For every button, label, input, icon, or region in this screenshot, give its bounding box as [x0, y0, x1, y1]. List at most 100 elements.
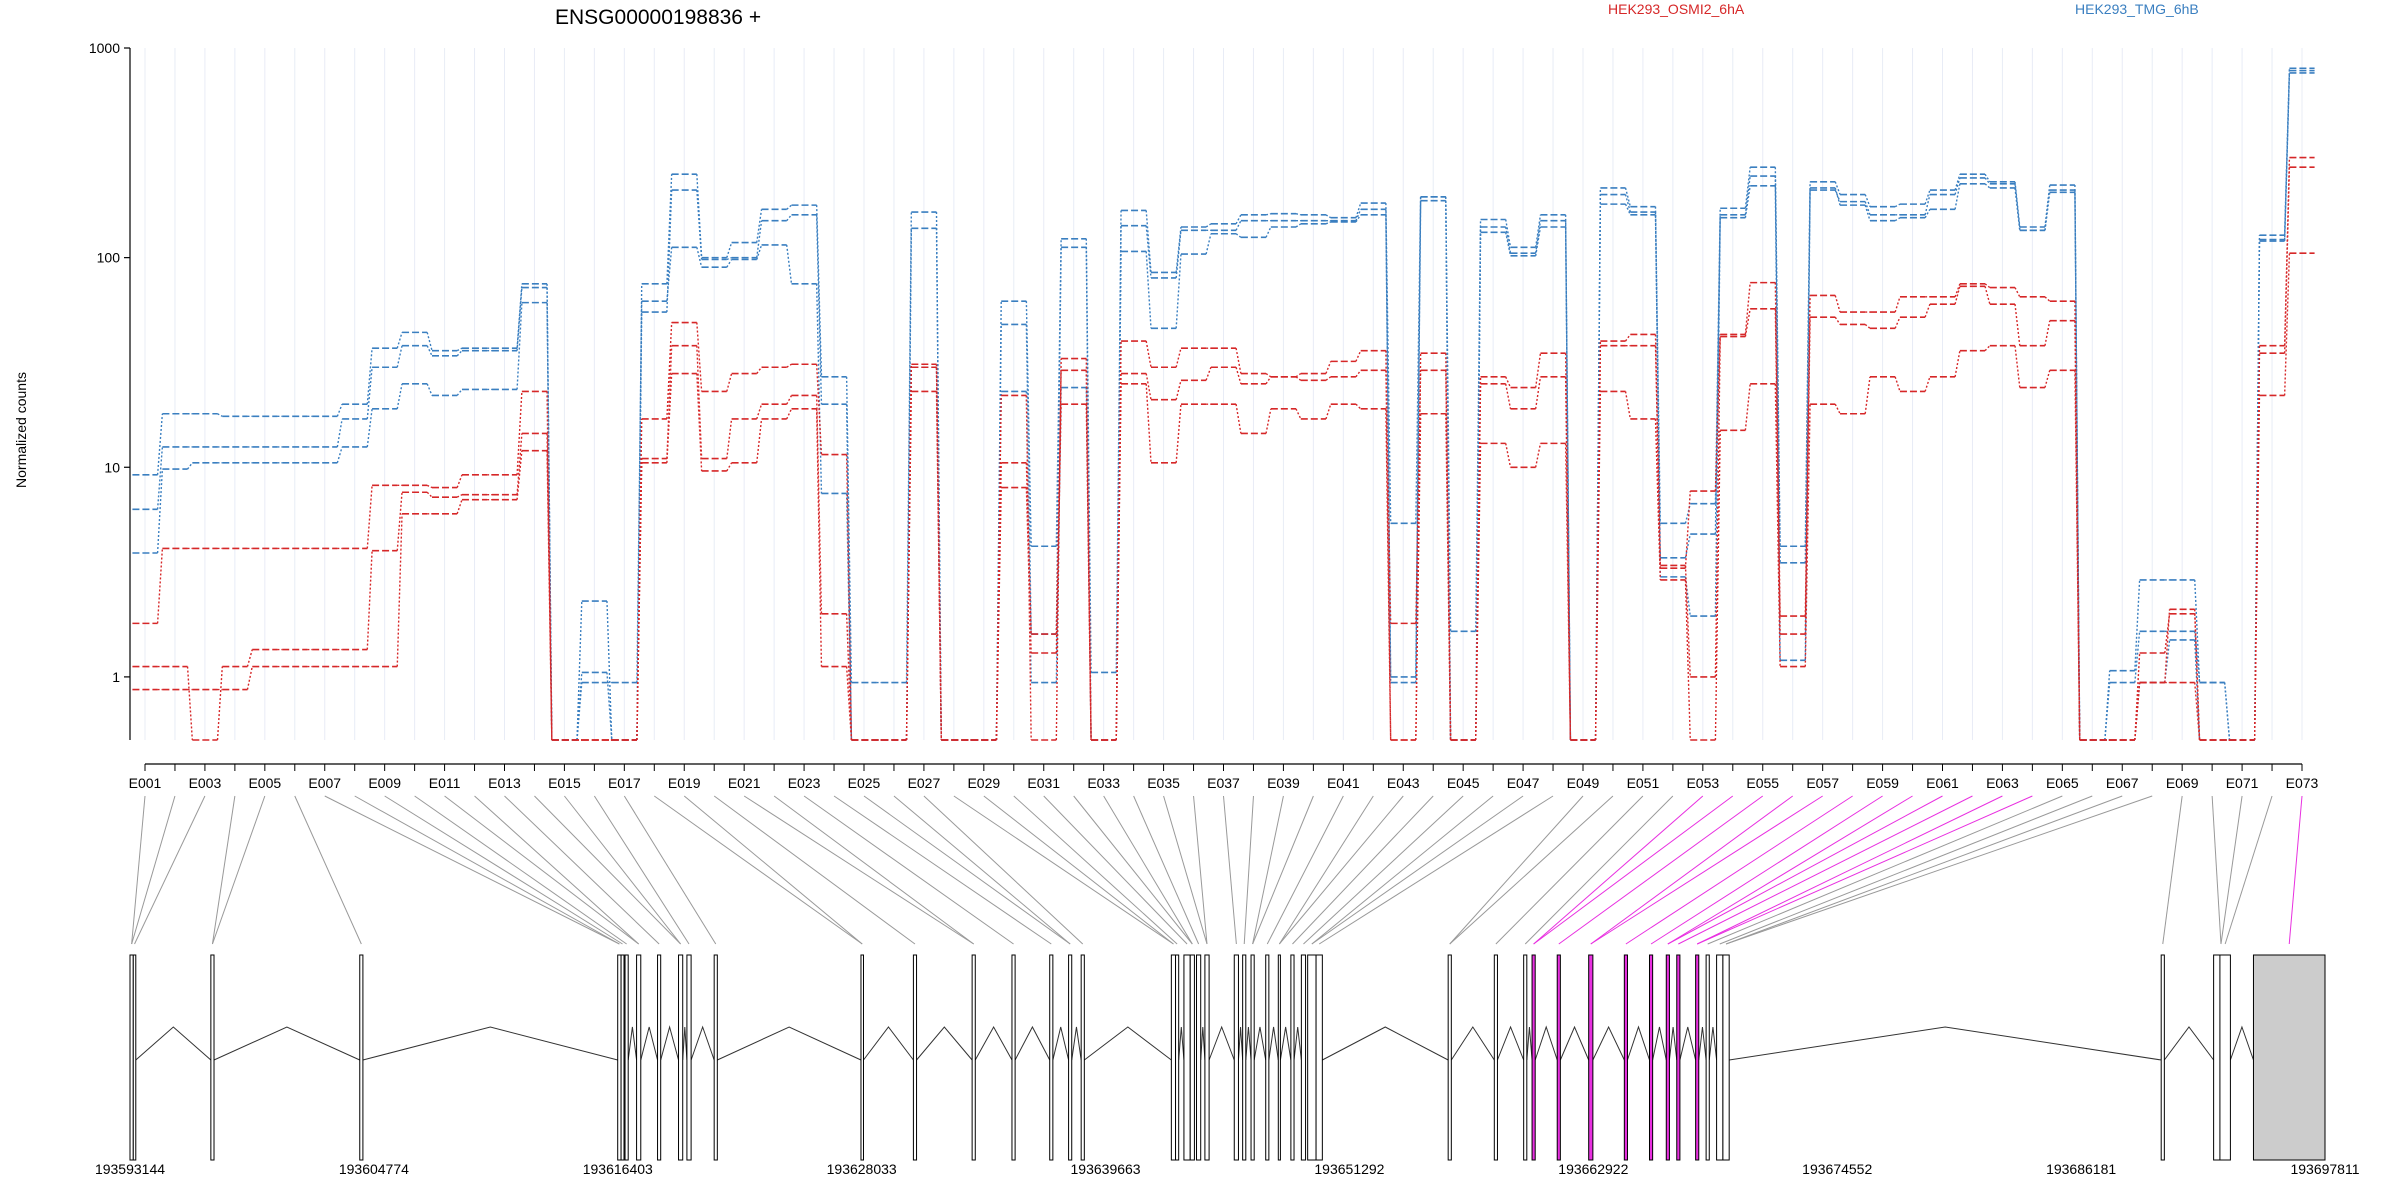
exon-connector — [1495, 795, 1644, 945]
series-connector — [2194, 579, 2201, 683]
series-connector — [1924, 194, 1931, 216]
exon-connector — [1449, 795, 1584, 945]
genomic-tick-label: 193639663 — [1071, 1161, 1141, 1177]
intron — [1237, 1026, 1244, 1061]
genomic-tick-label: 193662922 — [1558, 1161, 1628, 1177]
series-connector — [845, 454, 853, 741]
series-connector — [1924, 189, 1931, 205]
series-connector — [1684, 533, 1691, 558]
exon-block — [1447, 954, 1452, 1161]
exon-connector — [1252, 795, 1284, 945]
series-connector — [1684, 491, 1691, 569]
series-connector — [666, 247, 673, 302]
genomic-tick-label: 193686181 — [2046, 1161, 2116, 1177]
series-connector — [1175, 380, 1182, 400]
exon-connector — [773, 795, 974, 945]
series-connector — [1085, 370, 1092, 741]
series-connector — [696, 190, 703, 260]
intron — [1668, 1026, 1678, 1061]
series-connector — [1984, 345, 1991, 352]
x-tick-label: E071 — [2226, 775, 2259, 791]
series-connector — [366, 367, 373, 420]
x-tick-label: E009 — [368, 775, 401, 791]
series-connector — [1864, 323, 1871, 329]
x-tick-label: E031 — [1027, 775, 1060, 791]
exon-connector — [833, 795, 1052, 945]
series-connector — [726, 259, 733, 268]
series-connector — [426, 345, 433, 357]
series-connector — [2164, 609, 2171, 683]
series-connector — [516, 450, 523, 500]
exon-block — [1080, 954, 1085, 1161]
series-connector — [1894, 217, 1901, 222]
series-connector — [1534, 214, 1542, 248]
exon-connector — [623, 795, 717, 945]
exon-connector — [1533, 795, 1734, 945]
x-tick-label: E037 — [1207, 775, 1240, 791]
x-tick-label: E073 — [2286, 775, 2319, 791]
y-axis-label: Normalized counts — [13, 372, 29, 488]
series-connector — [246, 649, 253, 667]
series-connector — [456, 494, 463, 498]
series-connector — [606, 601, 613, 741]
series-connector — [815, 408, 823, 667]
series-connector — [2014, 187, 2021, 231]
exon-connector — [1243, 795, 1254, 945]
exon-connector — [211, 795, 236, 945]
series-connector — [1355, 350, 1362, 362]
series-connector — [1534, 443, 1542, 468]
series-connector — [786, 363, 792, 368]
exon-connector — [1625, 795, 1853, 945]
exon-block — [1196, 954, 1202, 1161]
intron — [1526, 1026, 1533, 1061]
intron — [1293, 1026, 1302, 1061]
x-tick-label: E061 — [1926, 775, 1959, 791]
series-connector — [516, 302, 523, 390]
series-connector — [1115, 383, 1122, 741]
exon-connector — [1311, 795, 1524, 945]
series-connector — [1894, 316, 1901, 329]
series-connector — [1205, 223, 1212, 228]
exon-block — [657, 954, 662, 1161]
series-connector — [1534, 376, 1542, 409]
series-connector — [786, 244, 793, 284]
series-connector — [186, 462, 193, 470]
exon-block — [1623, 954, 1628, 1161]
series-connector — [2134, 652, 2141, 741]
exon-connector — [1719, 795, 2093, 945]
x-tick-label: E069 — [2166, 775, 2199, 791]
exon-connector — [294, 795, 362, 945]
series-connector — [1415, 200, 1422, 677]
series-connector — [516, 287, 523, 351]
exon-connector — [1524, 795, 1674, 945]
exon-connector — [923, 795, 1084, 945]
intron — [682, 1026, 688, 1061]
exon-connector — [1292, 795, 1434, 945]
exon-connector — [444, 795, 639, 945]
series-connector — [2014, 304, 2021, 346]
intron — [916, 1026, 973, 1061]
exon-block — [1722, 954, 1730, 1161]
exon-connector — [564, 795, 682, 945]
series-connector — [336, 446, 343, 464]
x-tick-label: E007 — [308, 775, 341, 791]
series-connector — [1714, 336, 1721, 677]
series-connector — [336, 418, 343, 448]
intron — [863, 1026, 914, 1061]
series-connector — [1355, 403, 1362, 410]
x-tick-label: E019 — [668, 775, 701, 791]
exon-connector — [1590, 795, 1823, 945]
exon-connector — [713, 795, 916, 945]
genomic-tick-label: 193604774 — [339, 1161, 409, 1177]
x-tick-label: E053 — [1686, 775, 1719, 791]
series-connector — [1175, 347, 1182, 368]
exon-connector — [384, 795, 623, 945]
intron — [1253, 1026, 1267, 1061]
series-connector — [1624, 203, 1631, 216]
series-connector — [1505, 226, 1512, 254]
series-connector — [1505, 219, 1512, 248]
x-tick-label: E063 — [1986, 775, 2019, 791]
series-connector — [217, 413, 223, 417]
series-connector — [2044, 320, 2051, 346]
